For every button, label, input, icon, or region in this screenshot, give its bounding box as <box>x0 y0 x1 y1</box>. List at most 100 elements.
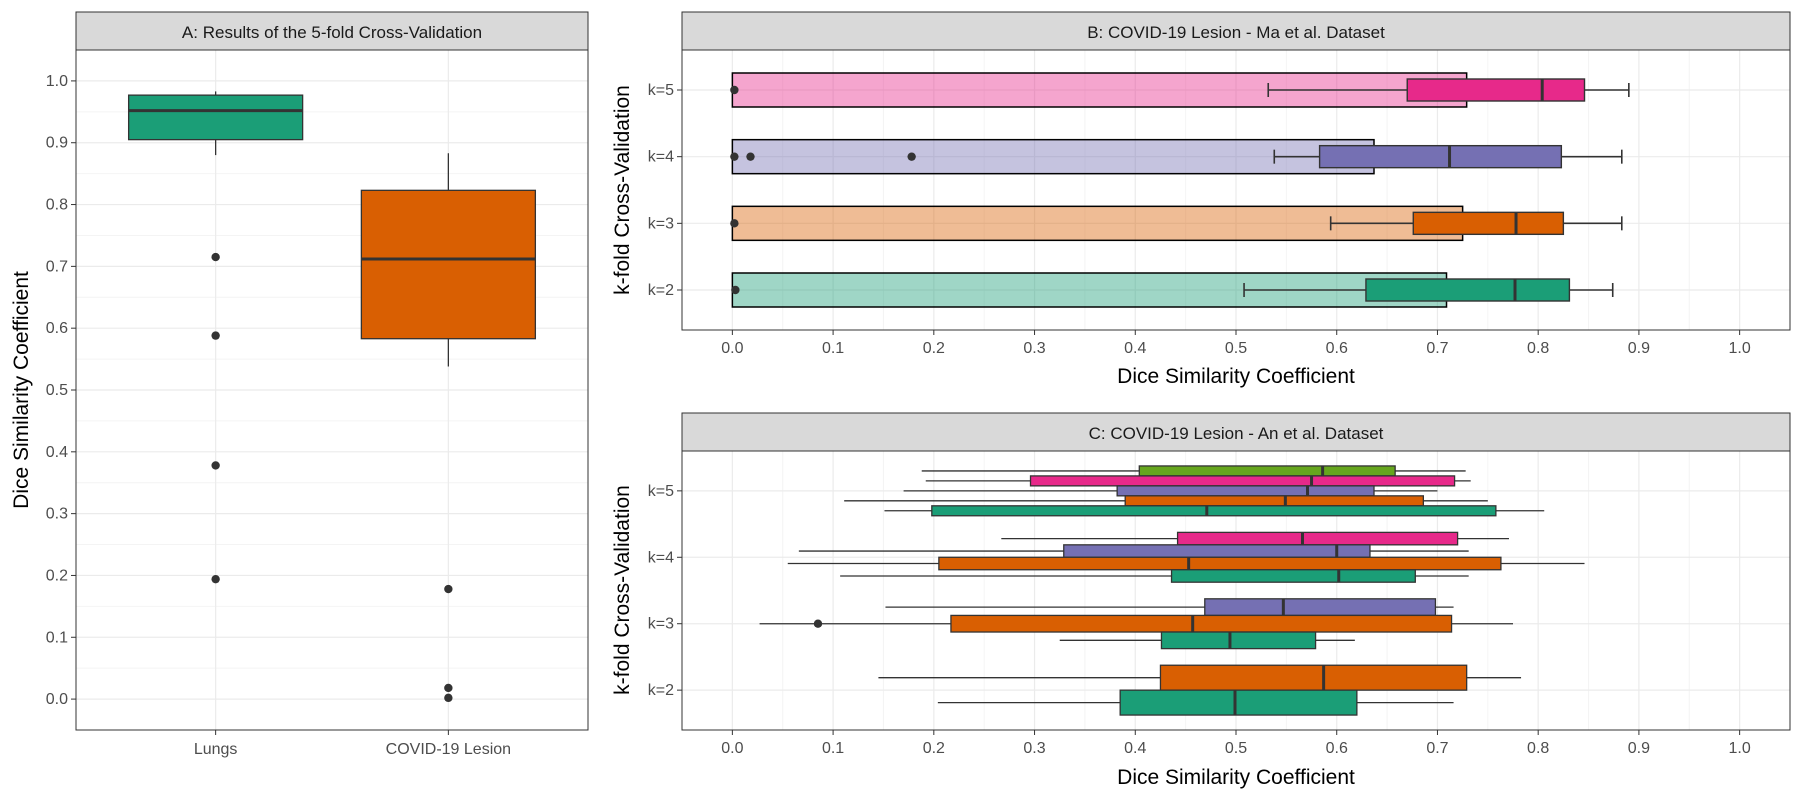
x-tick-label: 0.4 <box>1124 740 1146 757</box>
box-iqr <box>1318 144 1563 169</box>
y-tick-label: 0.4 <box>46 444 68 461</box>
box-iqr <box>1119 689 1358 716</box>
panel-a-x-ticks: Lungs COVID-19 Lesion <box>194 730 511 758</box>
y-tick-label: k=5 <box>648 82 674 99</box>
x-tick-label: 0.6 <box>1326 740 1348 757</box>
x-tick-label: 0.7 <box>1426 340 1448 357</box>
y-tick-label: 1.0 <box>46 73 68 90</box>
panel-c-ylabel: k-fold Cross-Validation <box>611 485 634 695</box>
box-iqr <box>1124 495 1425 507</box>
panel-c-xlabel: Dice Similarity Coefficient <box>1117 766 1355 789</box>
x-tick-label: 0.9 <box>1628 340 1650 357</box>
box-iqr <box>950 614 1453 633</box>
panel-a-strip <box>75 11 589 51</box>
panel-b-x-ticks: 0.0 0.1 0.2 0.3 0.4 0.5 0.6 0.7 0.8 0.9 1.0 <box>721 330 1751 357</box>
box-iqr <box>1138 465 1396 477</box>
outlier-point <box>211 574 220 584</box>
x-tick-label: 0.8 <box>1527 340 1549 357</box>
x-tick-label: 0.0 <box>721 740 743 757</box>
x-tick-label: 0.1 <box>822 340 844 357</box>
outlier-point <box>907 152 916 161</box>
y-tick-label: k=4 <box>648 149 674 166</box>
y-tick-label: 0.0 <box>46 691 68 708</box>
x-tick-label: 0.2 <box>923 340 945 357</box>
x-tick-label: 0.9 <box>1628 740 1650 757</box>
panel-a-title: A: Results of the 5-fold Cross-Validatio… <box>182 23 482 42</box>
x-tick-label: 1.0 <box>1729 340 1751 357</box>
box-iqr <box>360 189 537 340</box>
x-tick-label: 0.5 <box>1225 340 1247 357</box>
y-tick-label: k=2 <box>648 682 674 699</box>
x-tick-label: 0.7 <box>1426 740 1448 757</box>
outlier-point <box>211 331 220 340</box>
panel-c-x-ticks: 0.0 0.1 0.2 0.3 0.4 0.5 0.6 0.7 0.8 0.9 1.0 <box>721 730 1751 757</box>
outlier-point <box>444 683 453 693</box>
box-iqr <box>1412 211 1565 236</box>
panel-b-y-ticks: k=2 k=3 k=4 k=5 <box>648 82 682 299</box>
box-iqr <box>1160 631 1317 650</box>
outlier-point <box>730 152 739 161</box>
outlier-point <box>444 584 453 594</box>
box-iqr <box>127 94 304 141</box>
panel-a-grid <box>76 50 588 730</box>
panel-b-ylabel: k-fold Cross-Validation <box>611 85 634 295</box>
box-iqr <box>1365 278 1571 302</box>
outlier-point <box>730 219 739 228</box>
panel-c-title: C: COVID-19 Lesion - An et al. Dataset <box>1089 424 1384 443</box>
y-tick-label: k=2 <box>648 282 674 299</box>
box-iqr <box>931 505 1497 517</box>
y-tick-label: 0.8 <box>46 197 68 214</box>
panel-a: A: Results of the 5-fold Cross-Validatio… <box>10 11 589 758</box>
x-tick-label: 0.8 <box>1527 740 1549 757</box>
y-tick-label: 0.9 <box>46 135 68 152</box>
box-iqr <box>1063 544 1371 558</box>
y-tick-label: 0.2 <box>46 567 68 584</box>
y-tick-label: 0.1 <box>46 629 68 646</box>
box-iqr <box>1029 475 1456 487</box>
panel-a-marks <box>127 91 537 703</box>
panel-b-marks <box>730 72 1630 308</box>
box-iqr <box>1170 569 1416 583</box>
panel-a-y-ticks: 0.0 0.1 0.2 0.3 0.4 0.5 0.6 0.7 0.8 0.9 1.0 <box>46 73 76 708</box>
x-tick-label: 0.6 <box>1326 340 1348 357</box>
outlier-point <box>813 619 823 628</box>
box-iqr <box>1176 531 1459 546</box>
panel-b-title: B: COVID-19 Lesion - Ma et al. Dataset <box>1087 23 1385 42</box>
panel-c-y-ticks: k=2 k=3 k=4 k=5 <box>648 483 682 699</box>
y-tick-label: k=5 <box>648 483 674 500</box>
box-iqr <box>1116 485 1375 497</box>
x-tick-label: 0.3 <box>1023 340 1045 357</box>
panel-c-strip <box>681 412 1791 452</box>
box-iqr <box>938 556 1502 571</box>
outlier-point <box>211 252 220 262</box>
x-tick-label: 1.0 <box>1729 740 1751 757</box>
outlier-point <box>211 461 220 470</box>
outlier-point <box>746 152 755 161</box>
x-tick-label: 0.5 <box>1225 740 1247 757</box>
y-tick-label: k=3 <box>648 215 674 232</box>
y-tick-label: 0.7 <box>46 258 68 275</box>
y-tick-label: k=4 <box>648 549 674 566</box>
outlier-point <box>730 85 739 95</box>
x-tick-label: 0.2 <box>923 740 945 757</box>
y-tick-label: 0.3 <box>46 506 68 523</box>
y-tick-label: 0.6 <box>46 320 68 337</box>
panel-c-marks <box>759 465 1585 716</box>
box-iqr <box>1204 598 1437 617</box>
panel-a-ylabel: Dice Similarity Coefficient <box>10 271 33 509</box>
panel-b: B: COVID-19 Lesion - Ma et al. Dataset k… <box>611 11 1791 388</box>
y-tick-label: k=3 <box>648 616 674 633</box>
bar <box>731 138 1375 175</box>
panel-b-strip <box>681 11 1791 51</box>
panel-b-xlabel: Dice Similarity Coefficient <box>1117 365 1355 388</box>
panel-c: C: COVID-19 Lesion - An et al. Dataset k… <box>611 412 1791 789</box>
box-iqr <box>1406 78 1586 102</box>
x-tick-label: COVID-19 Lesion <box>386 741 511 758</box>
x-tick-label: Lungs <box>194 741 238 758</box>
x-tick-label: 0.0 <box>721 340 743 357</box>
outlier-point <box>444 693 453 703</box>
x-tick-label: 0.1 <box>822 740 844 757</box>
x-tick-label: 0.4 <box>1124 340 1146 357</box>
y-tick-label: 0.5 <box>46 382 68 399</box>
